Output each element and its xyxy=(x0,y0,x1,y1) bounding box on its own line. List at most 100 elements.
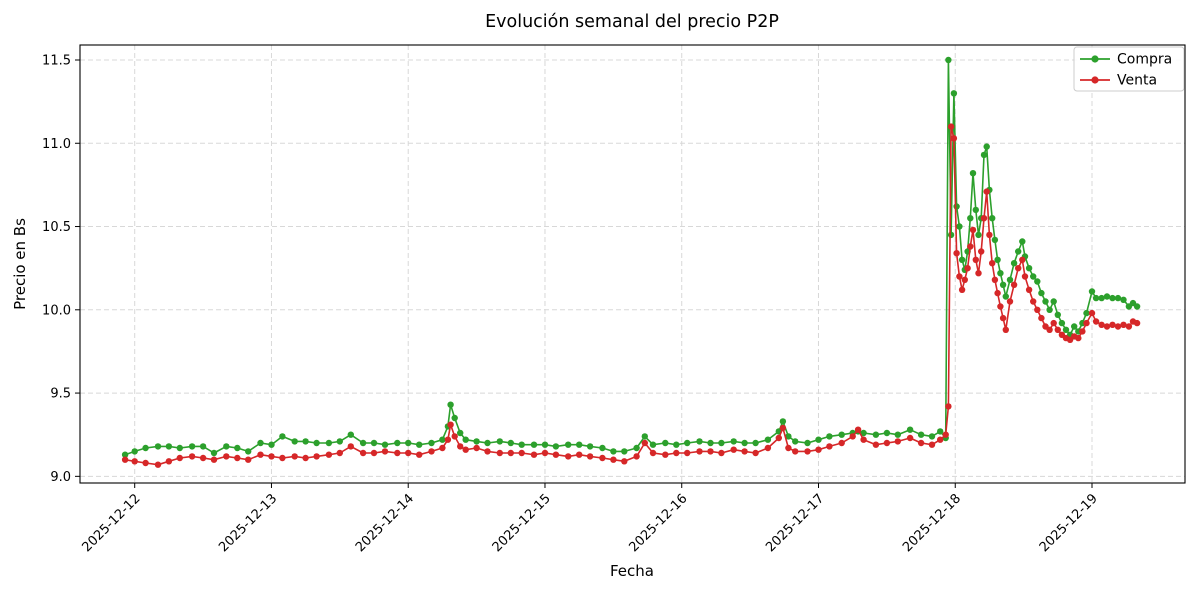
data-point-compra xyxy=(649,441,657,448)
data-point-venta xyxy=(484,448,491,455)
data-point-compra xyxy=(945,56,952,64)
data-point-venta xyxy=(752,449,759,457)
x-tick-label: 2025-12-16 xyxy=(627,491,691,555)
x-tick-label: 2025-12-17 xyxy=(763,491,827,555)
x-tick-label: 2025-12-15 xyxy=(490,491,554,555)
data-point-compra xyxy=(673,441,680,448)
data-point-compra xyxy=(313,439,320,447)
y-tick-label: 10.5 xyxy=(42,220,71,235)
data-point-compra xyxy=(815,436,822,443)
data-point-venta xyxy=(662,451,669,458)
data-point-venta xyxy=(1109,321,1116,328)
data-point-venta xyxy=(586,453,594,460)
data-point-venta xyxy=(804,448,811,455)
data-point-compra xyxy=(325,439,333,447)
data-point-venta xyxy=(621,458,628,465)
data-point-venta xyxy=(1025,286,1033,293)
data-point-venta xyxy=(945,403,952,410)
data-point-venta xyxy=(210,456,218,463)
data-point-venta xyxy=(223,453,230,460)
axes-spines xyxy=(79,44,1186,484)
data-point-compra xyxy=(972,206,979,214)
chart-title: Evolución semanal del precio P2P xyxy=(485,12,779,32)
data-point-venta xyxy=(1088,309,1096,317)
data-point-venta xyxy=(541,449,549,457)
data-point-compra xyxy=(894,431,901,438)
data-point-compra xyxy=(997,270,1004,277)
data-point-venta xyxy=(961,276,968,283)
data-point-compra xyxy=(718,439,725,447)
data-point-compra xyxy=(1038,289,1045,297)
data-point-venta xyxy=(530,451,538,458)
data-point-venta xyxy=(1120,321,1127,328)
data-point-compra xyxy=(381,441,389,448)
data-point-venta xyxy=(142,459,149,467)
data-point-compra xyxy=(530,441,538,448)
data-point-venta xyxy=(947,123,955,130)
data-point-compra xyxy=(1050,298,1057,305)
data-point-compra xyxy=(684,439,691,447)
legend: Compra Venta xyxy=(1073,46,1185,92)
data-point-venta xyxy=(673,449,680,457)
data-point-compra xyxy=(507,439,514,447)
data-point-compra xyxy=(1114,294,1122,302)
data-point-compra xyxy=(752,439,759,447)
data-point-venta xyxy=(302,454,309,462)
data-point-compra xyxy=(662,439,669,447)
data-point-compra xyxy=(928,433,936,440)
data-point-venta xyxy=(1133,319,1141,327)
data-point-venta xyxy=(730,446,737,453)
data-point-venta xyxy=(291,453,298,460)
data-point-compra xyxy=(947,231,955,239)
data-point-compra xyxy=(359,439,367,447)
data-point-venta xyxy=(1103,323,1111,330)
data-point-compra xyxy=(1120,296,1127,303)
data-point-venta xyxy=(1038,314,1045,322)
data-point-compra xyxy=(416,441,423,448)
data-point-venta xyxy=(641,439,648,447)
data-point-compra xyxy=(1092,294,1100,302)
data-point-venta xyxy=(457,443,464,450)
data-point-compra xyxy=(428,439,435,447)
data-point-compra xyxy=(223,443,230,450)
data-point-venta xyxy=(325,451,333,458)
data-point-compra xyxy=(131,448,138,455)
data-point-compra xyxy=(599,444,606,452)
data-point-venta xyxy=(1015,265,1022,272)
data-point-venta xyxy=(336,449,343,457)
data-series xyxy=(121,56,1141,468)
data-point-venta xyxy=(775,434,782,442)
data-point-venta xyxy=(359,449,367,457)
y-tick-label: 9.5 xyxy=(50,387,71,402)
data-point-venta xyxy=(849,433,856,440)
data-point-venta xyxy=(394,449,401,457)
data-point-compra xyxy=(1098,294,1105,302)
data-point-venta xyxy=(381,448,389,455)
data-point-compra xyxy=(838,431,845,438)
data-point-venta xyxy=(279,454,286,462)
data-point-compra xyxy=(1030,273,1037,280)
data-point-compra xyxy=(210,449,218,457)
data-point-compra xyxy=(937,428,944,435)
x-tick-label: 2025-12-18 xyxy=(900,491,964,555)
data-point-venta xyxy=(518,449,525,457)
data-point-compra xyxy=(991,236,999,244)
data-point-venta xyxy=(473,444,480,452)
data-point-compra xyxy=(994,256,1001,263)
data-point-venta xyxy=(792,448,799,455)
data-point-compra xyxy=(1006,276,1014,283)
data-point-venta xyxy=(950,135,958,142)
data-point-compra xyxy=(621,448,628,455)
data-point-venta xyxy=(165,458,173,465)
data-point-compra xyxy=(906,426,914,433)
data-point-venta xyxy=(507,449,514,457)
data-point-venta xyxy=(741,448,748,455)
data-point-compra xyxy=(394,439,401,447)
data-point-compra xyxy=(291,438,298,445)
data-point-venta xyxy=(894,438,901,445)
data-point-venta xyxy=(1114,323,1122,330)
data-point-compra xyxy=(956,223,963,230)
data-point-venta xyxy=(131,458,138,465)
data-point-compra xyxy=(1071,323,1078,330)
